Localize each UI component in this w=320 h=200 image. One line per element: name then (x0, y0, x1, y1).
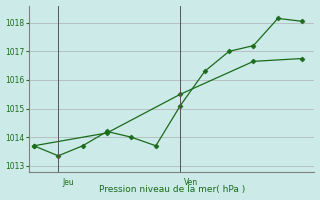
X-axis label: Pression niveau de la mer( hPa ): Pression niveau de la mer( hPa ) (99, 185, 245, 194)
Text: Jeu: Jeu (62, 178, 74, 187)
Text: Ven: Ven (184, 178, 198, 187)
